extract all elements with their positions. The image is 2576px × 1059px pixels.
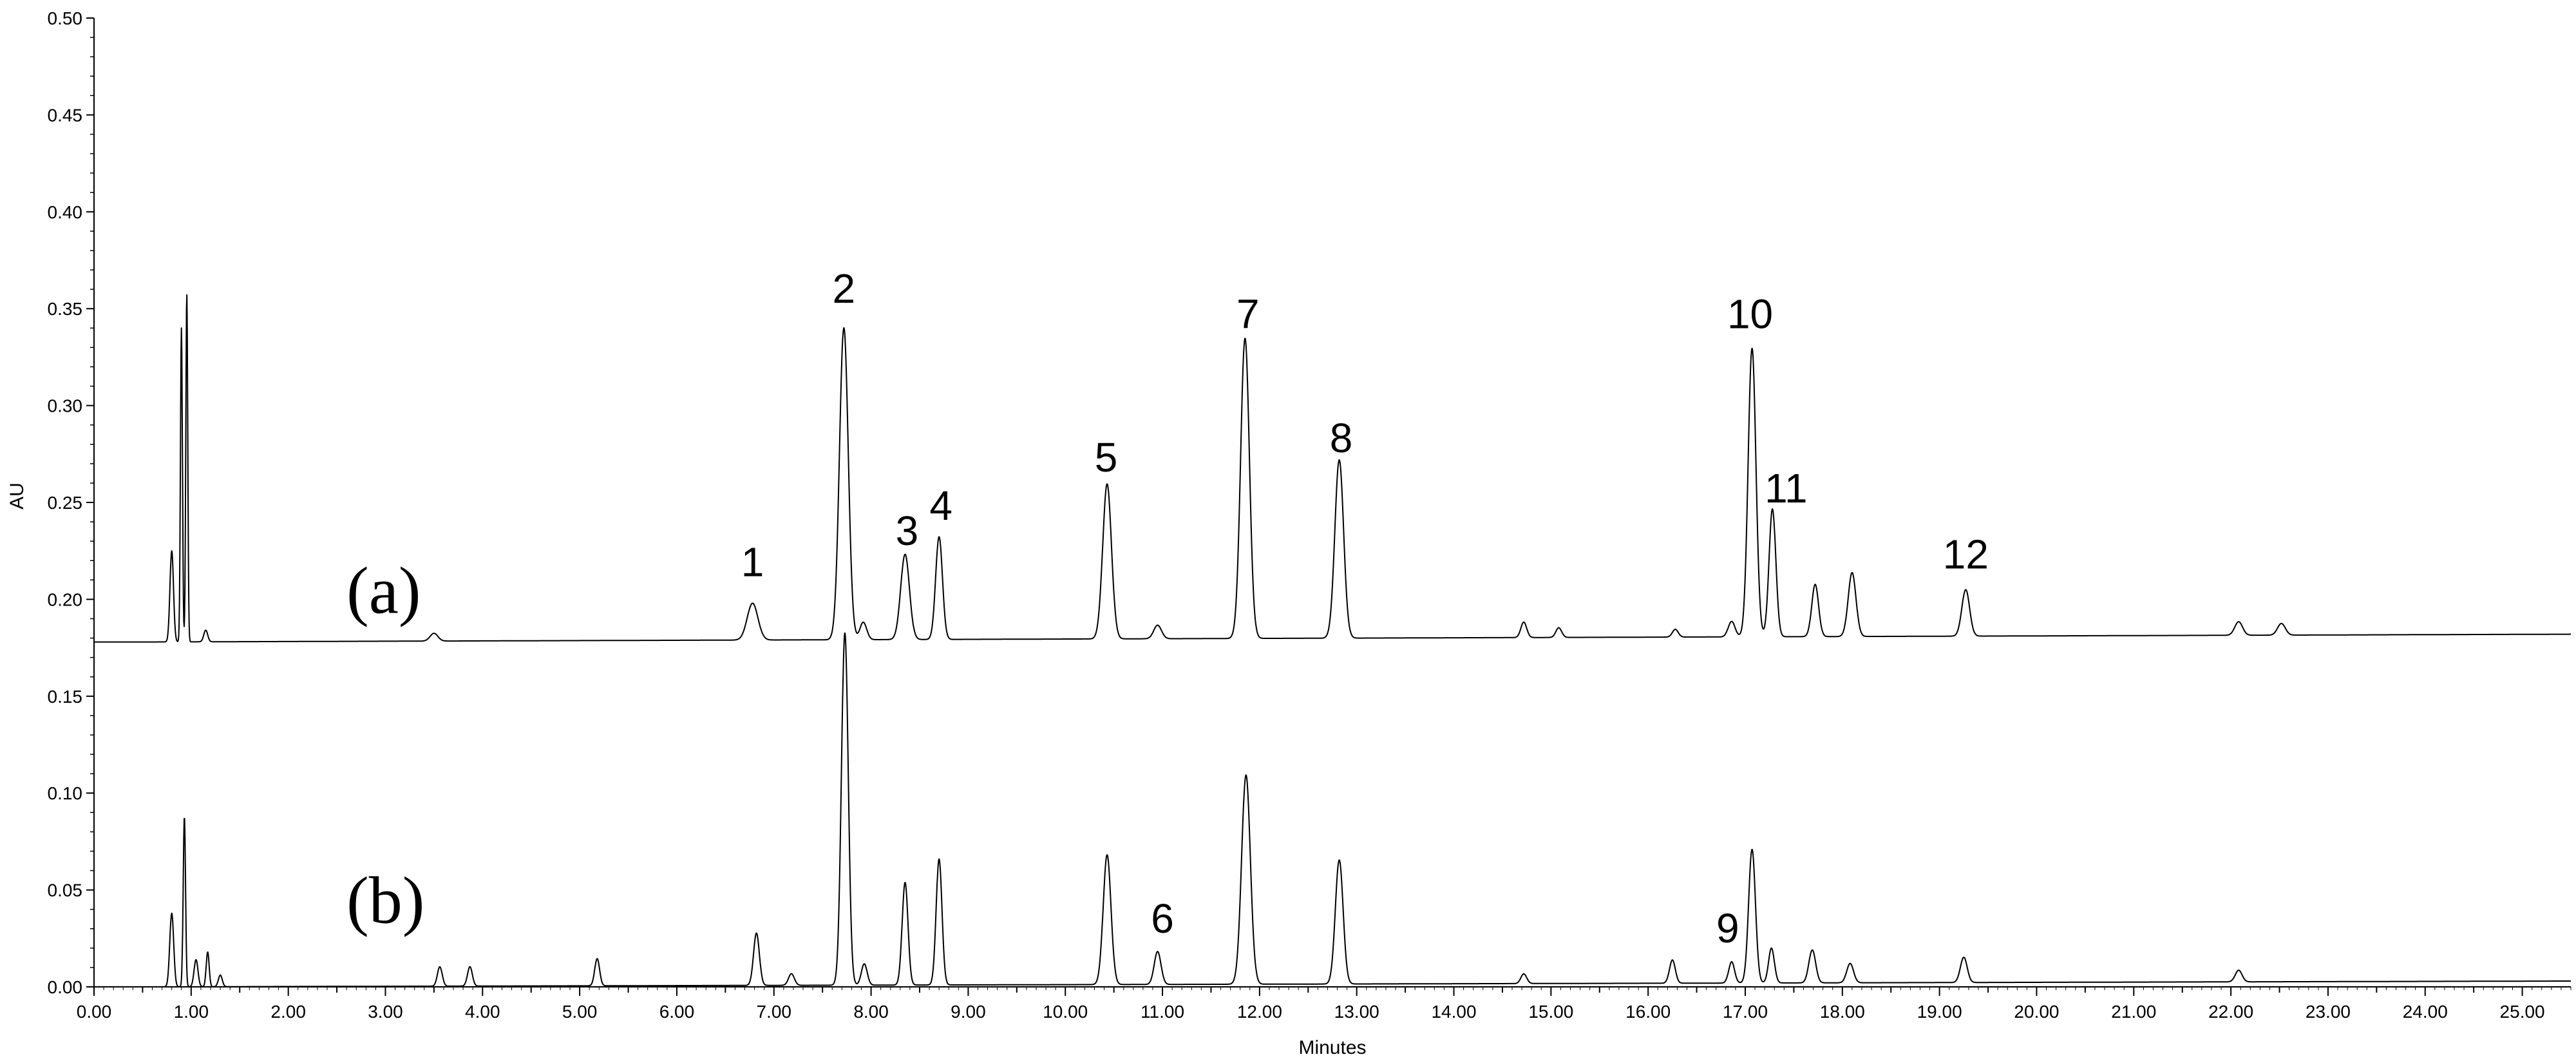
y-tick-label: 0.15: [48, 687, 83, 707]
peak-number-label: 3: [896, 508, 919, 554]
y-tick-label: 0.50: [48, 8, 83, 28]
x-axis-title: Minutes: [1298, 1037, 1366, 1058]
peak-number-label: 11: [1765, 465, 1807, 511]
plot-frame: [93, 18, 2571, 987]
x-tick-label: 19.00: [1917, 1002, 1962, 1022]
x-tick-label: 12.00: [1237, 1002, 1282, 1022]
trace-label: (a): [346, 553, 421, 627]
x-tick-label: 1.00: [174, 1002, 209, 1022]
x-tick-label: 21.00: [2111, 1002, 2156, 1022]
x-tick-label: 17.00: [1723, 1002, 1768, 1022]
y-tick-label: 0.40: [48, 202, 83, 222]
peak-number-label: 5: [1095, 434, 1118, 481]
x-tick-label: 24.00: [2403, 1002, 2448, 1022]
peak-number-label: 7: [1236, 291, 1260, 337]
y-tick-label: 0.35: [48, 299, 83, 319]
x-tick-label: 25.00: [2500, 1002, 2545, 1022]
trace-b: [94, 632, 2571, 987]
x-tick-label: 5.00: [562, 1002, 598, 1022]
x-tick-label: 23.00: [2306, 1002, 2351, 1022]
peak-number-label: 9: [1716, 905, 1739, 951]
y-axis: 0.00 0.05 0.10 0.15 0.20 0.25 0.30 0.35 0.40 0.45…: [48, 8, 94, 997]
peak-number-label: 6: [1151, 895, 1174, 942]
x-tick-label: 14.00: [1431, 1002, 1476, 1022]
trace-a: [94, 294, 2571, 643]
y-tick-label: 0.25: [48, 493, 83, 513]
x-tick-label: 20.00: [2014, 1002, 2059, 1022]
x-tick-label: 10.00: [1043, 1002, 1088, 1022]
x-tick-label: 8.00: [853, 1002, 889, 1022]
peak-number-label: 1: [741, 539, 764, 585]
x-tick-label: 4.00: [465, 1002, 500, 1022]
x-tick-label: 6.00: [659, 1002, 695, 1022]
y-tick-label: 0.20: [48, 589, 83, 609]
x-axis: 0.00 1.00 2.00 3.00 4.00 5.00 6.00 7.00 8.00 9.00…: [77, 987, 2571, 1022]
x-tick-label: 9.00: [951, 1002, 986, 1022]
peak-number-label: 10: [1727, 291, 1773, 337]
x-tick-label: 0.00: [77, 1002, 112, 1022]
x-tick-label: 2.00: [270, 1002, 306, 1022]
y-tick-label: 0.45: [48, 105, 83, 125]
x-tick-label: 15.00: [1528, 1002, 1573, 1022]
x-tick-label: 13.00: [1334, 1002, 1379, 1022]
trace-label: (b): [346, 864, 424, 938]
x-tick-label: 11.00: [1141, 1002, 1184, 1022]
x-tick-label: 3.00: [368, 1002, 403, 1022]
peak-number-label: 12: [1943, 531, 1989, 577]
y-tick-label: 0.10: [48, 783, 83, 803]
y-axis-title: AU: [6, 482, 28, 510]
peak-number-label: 4: [929, 482, 952, 529]
y-tick-label: 0.30: [48, 396, 83, 416]
traces: [94, 294, 2571, 987]
peak-number-label: 8: [1330, 415, 1353, 461]
x-tick-label: 22.00: [2208, 1002, 2253, 1022]
x-tick-label: 7.00: [757, 1002, 792, 1022]
y-tick-label: 0.05: [48, 881, 83, 901]
peak-number-label: 2: [833, 265, 856, 312]
x-tick-label: 18.00: [1820, 1002, 1865, 1022]
y-tick-label: 0.00: [48, 977, 83, 997]
x-tick-label: 16.00: [1625, 1002, 1671, 1022]
